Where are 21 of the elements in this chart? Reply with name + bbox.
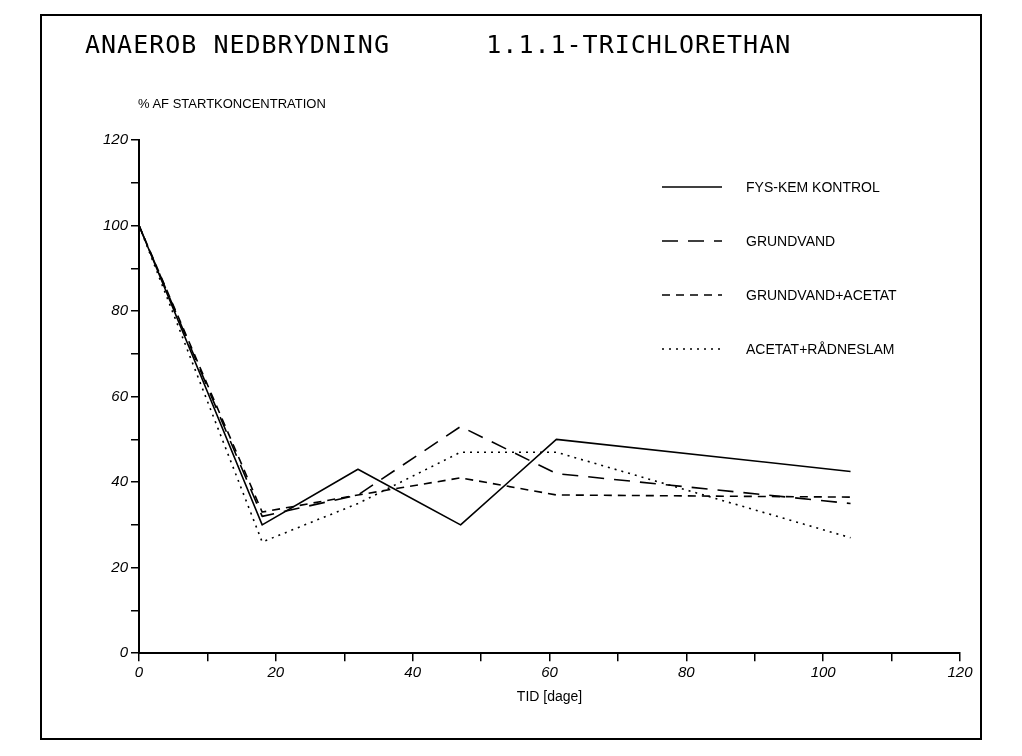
x-tick-label: 0 [134, 663, 144, 681]
y-tick-label: 120 [103, 130, 129, 148]
x-axis-title: TID [dage] [516, 688, 583, 705]
y-tick-label: 60 [111, 386, 129, 404]
y-tick-label: 80 [111, 301, 129, 319]
x-tick-label: 20 [266, 663, 285, 681]
y-tick-label: 20 [110, 557, 129, 575]
y-axis-title: % AF STARTKONCENTRATION [138, 96, 326, 111]
y-tick-label: 40 [111, 472, 129, 490]
x-tick-label: 60 [541, 663, 559, 681]
x-tick-label: 40 [404, 663, 422, 681]
x-tick-label: 100 [810, 663, 837, 681]
legend-label: FYS-KEM KONTROL [746, 179, 880, 195]
x-tick-label: 80 [678, 663, 696, 681]
x-tick-label: 120 [947, 663, 974, 681]
y-tick-label: 0 [119, 643, 129, 661]
legend-label: ACETAT+RÅDNESLAM [746, 341, 895, 357]
legend-label: GRUNDVAND+ACETAT [746, 287, 897, 303]
legend-label: GRUNDVAND [746, 233, 836, 249]
chart-title: ANAEROB NEDBRYDNING 1.1.1-TRICHLORETHAN [85, 30, 792, 59]
y-tick-label: 100 [103, 215, 129, 233]
